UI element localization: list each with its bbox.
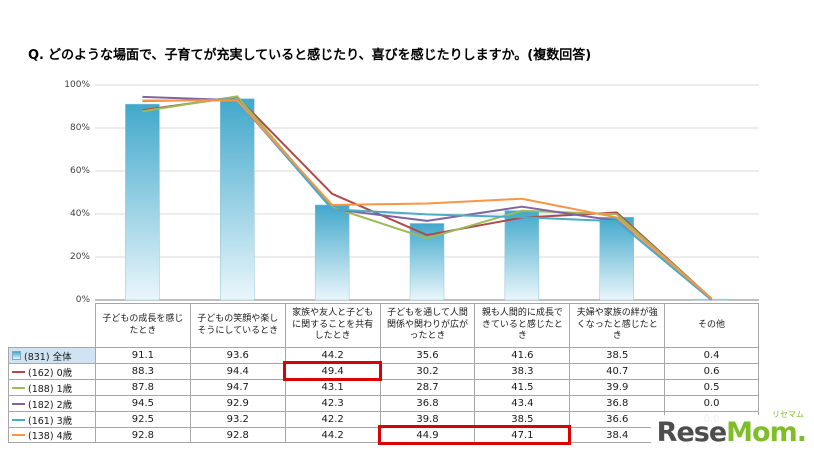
table-cell: 36.8: [379, 395, 475, 411]
category-header: 親も人間的に成長できていると感じたとき: [474, 303, 570, 347]
table-cell: 38.5: [569, 347, 665, 363]
question-mark-label: Q.: [28, 48, 44, 63]
category-header: 家族や友人と子どもに関することを共有したとき: [284, 303, 380, 347]
table-cell: 28.7: [379, 379, 475, 395]
y-tick-label: 60%: [69, 166, 90, 176]
table-cell: 91.1: [95, 347, 190, 363]
y-tick-label: 100%: [64, 80, 90, 90]
table-cell: 30.2: [379, 363, 475, 379]
table-cell: 88.3: [95, 363, 190, 379]
legend-key-icon: [12, 351, 21, 360]
legend-key-icon: [12, 402, 25, 405]
table-cell: 40.7: [569, 363, 665, 379]
table-cell: 0.6: [664, 363, 759, 379]
table-cell: 41.6: [474, 347, 570, 363]
row-label-text: (188) 1歳: [28, 383, 73, 395]
y-tick-label: 40%: [69, 209, 90, 219]
y-tick-label: 0%: [75, 295, 90, 305]
legend-key-icon: [12, 434, 25, 436]
table-cell: 47.1: [474, 427, 570, 443]
y-tick-label: 20%: [69, 252, 90, 262]
table-cell: 43.1: [284, 379, 380, 395]
table-cell: 36.8: [569, 395, 665, 411]
question-text: どのような場面で、子育てが充実していると感じたり、喜びを感じたりしますか。(複数…: [48, 48, 592, 63]
row-label-text: (831) 全体: [24, 351, 72, 363]
category-header: その他: [664, 303, 759, 347]
table-cell: 44.2: [284, 347, 380, 363]
table-row-label: (182) 2歳: [8, 395, 95, 411]
table-row-label: (162) 0歳: [8, 363, 95, 379]
legend-key-icon: [12, 386, 25, 389]
table-cell: 42.2: [284, 411, 380, 427]
row-label-text: (162) 0歳: [28, 367, 73, 379]
table-cell: 39.8: [379, 411, 475, 427]
table-cell: 93.2: [189, 411, 285, 427]
row-label-text: (138) 4歳: [28, 431, 73, 442]
table-cell: 92.5: [95, 411, 190, 427]
table-cell: 0.5: [664, 379, 759, 395]
logo-dot: .: [796, 417, 807, 448]
category-header: 夫婦や家族の絆が強くなったと感じたとき: [569, 303, 665, 347]
row-label-text: (182) 2歳: [28, 399, 73, 411]
table-cell: 35.6: [379, 347, 475, 363]
table-cell: 38.3: [474, 363, 570, 379]
table-cell: 42.3: [284, 395, 380, 411]
table-cell: 39.9: [569, 379, 665, 395]
row-label-text: (161) 3歳: [28, 415, 73, 427]
table-cell: 36.6: [569, 411, 665, 427]
logo-text-mom: Mom: [726, 417, 798, 448]
table-row-label: (138) 4歳: [8, 427, 95, 443]
table-cell: 94.7: [189, 379, 285, 395]
table-row-label: (831) 全体: [8, 347, 95, 363]
page-title: Q. どのような場面で、子育てが充実していると感じたり、喜びを感じたりしますか。(…: [28, 44, 591, 63]
table-cell: 94.4: [189, 363, 285, 379]
logo-text-rese: Rese: [656, 417, 727, 448]
table-cell: 38.5: [474, 411, 570, 427]
table-row-label: (188) 1歳: [8, 379, 95, 395]
table-cell: 92.9: [189, 395, 285, 411]
legend-key-icon: [12, 370, 25, 373]
table-cell: 0.0: [664, 395, 759, 411]
logo-kana-label: リセマム: [772, 410, 804, 419]
y-tick-label: 80%: [69, 123, 90, 133]
table-cell: 49.4: [284, 363, 380, 379]
table-cell: 93.6: [189, 347, 285, 363]
table-cell: 44.2: [284, 427, 380, 443]
category-header: 子どもを通して人間関係や関わりが広がったとき: [379, 303, 475, 347]
table-cell: 94.5: [95, 395, 190, 411]
table-cell: 0.4: [664, 347, 759, 363]
table-cell: 87.8: [95, 379, 190, 395]
table-cell: 41.5: [474, 379, 570, 395]
resemom-logo: リセマム ReseMom.: [650, 411, 808, 448]
table-cell: 44.9: [379, 427, 475, 443]
data-table: 子どもの成長を感じたとき 子どもの笑顔や楽しそうにしているとき 家族や友人と子どもに…: [8, 303, 759, 443]
category-header: 子どもの成長を感じたとき: [95, 303, 190, 347]
category-header: 子どもの笑顔や楽しそうにしているとき: [189, 303, 285, 347]
table-cell: 92.8: [189, 427, 285, 443]
table-cell: 92.8: [95, 427, 190, 443]
table-cell: 43.4: [474, 395, 570, 411]
legend-key-icon: [12, 418, 25, 421]
table-corner: [8, 303, 95, 347]
table-row-label: (161) 3歳: [8, 411, 95, 427]
